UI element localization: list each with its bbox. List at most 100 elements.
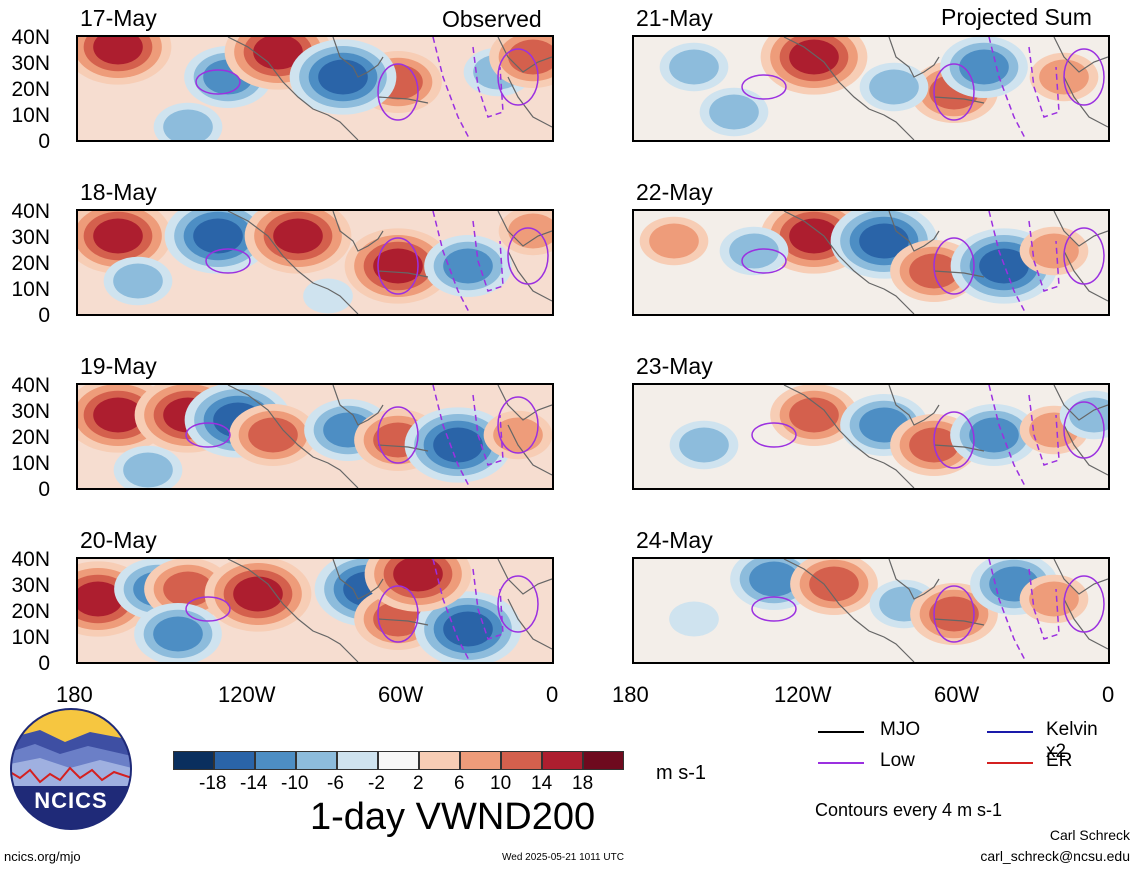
positive-anomaly-shading [253,37,303,70]
colorbar-tick-label: 6 [454,773,465,794]
legend-label-low: Low [880,750,915,771]
negative-anomaly-shading [123,452,173,488]
positive-anomaly-shading [508,213,552,249]
coastline [227,559,552,662]
panel-date-observed-1: 17-May [80,5,157,31]
panel-date-observed-2: 18-May [80,179,157,205]
legend-line-mjo [818,731,864,733]
anomaly-field [634,37,1108,140]
colorbar-tick-label: 2 [413,773,424,794]
coastline [783,211,1108,314]
low-contour-dashed [432,385,504,488]
low-contour [195,69,241,95]
colorbar-tick-label: -14 [240,773,268,794]
coastline [783,385,1108,488]
projected-label: Projected Sum [941,4,1092,30]
low-contour [185,422,231,448]
colorbar-tick-label: -18 [199,773,227,794]
colorbar-swatch-11 [583,751,624,770]
low-contour [1063,401,1105,459]
lon-label-0-right: 0 [1102,682,1115,707]
lon-label-120w-right: 120W [774,682,832,707]
low-contour [1063,227,1105,285]
anomaly-field [634,211,1108,314]
negative-anomaly-shading [959,49,1009,85]
colorbar-swatch-1 [173,751,214,770]
negative-anomaly-shading [679,427,729,463]
low-contour [497,48,539,106]
colorbar-swatch-4 [296,751,337,770]
coastline [227,37,552,140]
positive-anomaly-shading [789,397,839,433]
low-contour-dashed [988,559,1060,662]
colorbar-tick-label: 14 [531,773,553,794]
colorbar-swatch-6 [378,751,419,770]
low-contour [933,63,975,121]
footer-timestamp: Wed 2025-05-21 1011 UTC [502,852,624,863]
legend-label-er: ER [1046,750,1073,771]
coastline [227,211,552,314]
positive-anomaly-shading [508,39,552,75]
logo-text: NCICS [34,788,108,813]
ncics-logo-graphic [10,708,132,830]
panel-date-projected-3: 23-May [636,353,713,379]
positive-anomaly-shading [93,397,143,433]
negative-anomaly-shading [153,616,203,652]
low-contour-dashed [432,37,504,140]
colorbar-swatch-3 [255,751,296,770]
map-panel-projected-3 [632,383,1110,490]
low-contour-dashed [988,385,1060,488]
positive-anomaly-shading [233,576,283,612]
legend-label-kelvin: Kelvin x2 [1046,719,1098,762]
low-contour [933,237,975,295]
low-contour [377,63,419,121]
positive-anomaly-shading [493,417,543,453]
positive-anomaly-shading [393,559,443,592]
map-panel-observed-1 [76,35,554,142]
low-contour-dashed [988,211,1060,314]
low-contour [933,411,975,469]
coastline [783,37,1108,140]
negative-anomaly-shading [433,427,483,463]
negative-anomaly-shading [303,278,353,314]
positive-anomaly-shading [93,37,143,65]
legend-line-er [987,762,1033,764]
negative-anomaly-shading [749,561,799,597]
footer-url: ncics.org/mjo [4,849,81,864]
map-panel-observed-3 [76,383,554,490]
colorbar-tick-label: 10 [490,773,512,794]
colorbar-tick-label: -2 [368,773,385,794]
positive-anomaly-shading [929,596,979,632]
positive-anomaly-shading [809,566,859,602]
positive-anomaly-shading [789,218,839,254]
negative-anomaly-shading [1069,397,1108,433]
negative-anomaly-shading [859,223,909,259]
panel-date-projected-4: 24-May [636,527,713,553]
colorbar-tick-label: -6 [327,773,344,794]
negative-anomaly-shading [979,248,1029,284]
low-contour [751,422,797,448]
observed-label: Observed [442,6,542,32]
colorbar-swatch-8 [460,751,501,770]
map-panel-projected-1 [632,35,1110,142]
anomaly-field [78,211,552,314]
lon-label-60w-left: 60W [378,682,424,707]
low-contour [377,585,419,643]
anomaly-field [78,559,552,662]
low-contour [751,596,797,622]
colorbar-tick-label: 18 [572,773,594,794]
lon-label-0-left: 0 [546,682,559,707]
low-contour [497,575,539,633]
low-contour-dashed [432,211,504,314]
colorbar-swatch-10 [542,751,583,770]
colorbar-swatch-5 [337,751,378,770]
lon-label-180-right: 180 [612,682,649,707]
coastline [227,385,552,488]
low-contour [377,237,419,295]
low-contour [507,227,549,285]
colorbar-swatch-9 [501,751,542,770]
low-contour-dashed [988,37,1060,140]
positive-anomaly-shading [93,218,143,254]
negative-anomaly-shading [443,611,493,647]
positive-anomaly-shading [248,417,298,453]
